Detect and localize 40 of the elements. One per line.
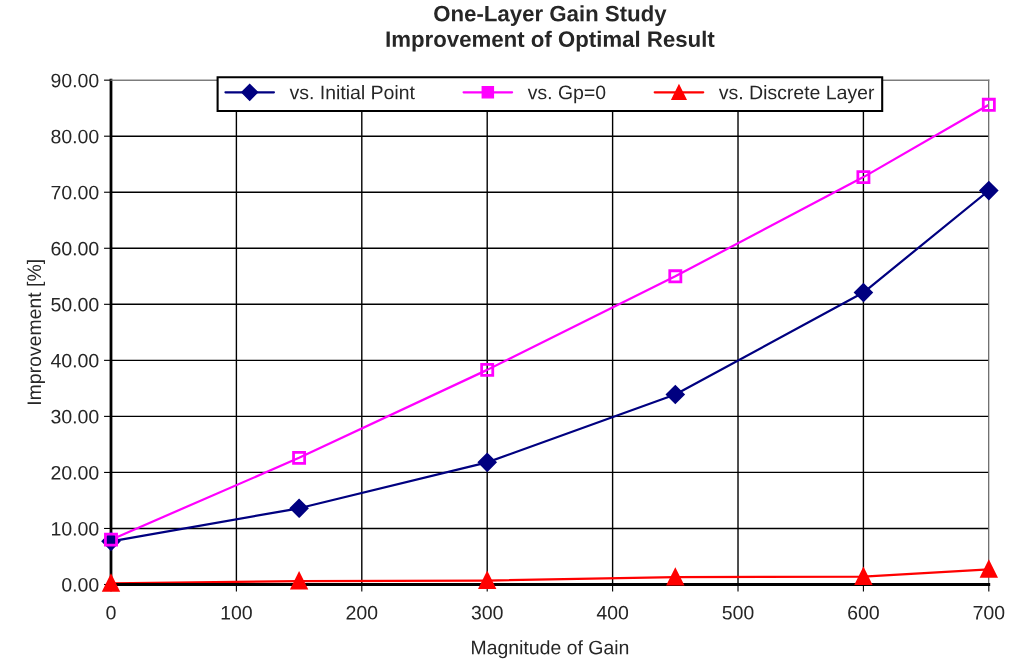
legend-label: vs. Gp=0 <box>527 85 606 104</box>
x-tick-label: 100 <box>221 605 252 620</box>
point <box>981 97 996 112</box>
x-tick-label: 0 <box>106 605 116 620</box>
x-tick-label: 600 <box>848 605 879 620</box>
point <box>292 450 307 465</box>
legend-label: vs. Initial Point <box>289 85 415 100</box>
x-tick-label: 300 <box>471 605 503 620</box>
x-tick-label: 700 <box>973 605 1005 620</box>
y-tick-label: 60.00 <box>51 241 99 256</box>
y-tick-label: 90.00 <box>51 73 99 88</box>
point <box>289 499 309 518</box>
y-axis-title: Improvement [%] <box>26 260 45 405</box>
legend-label: vs. Discrete Layer <box>718 85 875 104</box>
chart-title: One-Layer Gain Study Improvement of Optimal Result <box>386 5 715 52</box>
y-tick-label: 10.00 <box>52 521 99 536</box>
point <box>855 568 872 585</box>
y-tick-label: 80.00 <box>51 129 99 144</box>
y-tick-label: 40.00 <box>50 353 99 368</box>
point <box>666 385 685 404</box>
point <box>668 269 683 284</box>
x-tick-label: 500 <box>722 605 754 620</box>
point <box>480 362 495 377</box>
point <box>854 283 873 302</box>
x-axis-title: Magnitude of Gain <box>472 640 629 659</box>
y-tick-label: 0.00 <box>62 577 99 592</box>
y-tick-label: 70.00 <box>51 185 99 200</box>
point <box>290 572 308 590</box>
point <box>102 575 120 592</box>
x-tick-label: 400 <box>596 605 629 620</box>
point <box>666 568 684 586</box>
x-tick-label: 200 <box>346 605 378 620</box>
point <box>980 561 998 578</box>
point <box>856 170 871 185</box>
point <box>477 453 497 472</box>
point <box>478 572 496 589</box>
y-tick-label: 50.00 <box>51 297 99 312</box>
y-tick-label: 20.00 <box>51 465 99 480</box>
y-tick-label: 30.00 <box>51 409 99 424</box>
point <box>979 181 999 200</box>
